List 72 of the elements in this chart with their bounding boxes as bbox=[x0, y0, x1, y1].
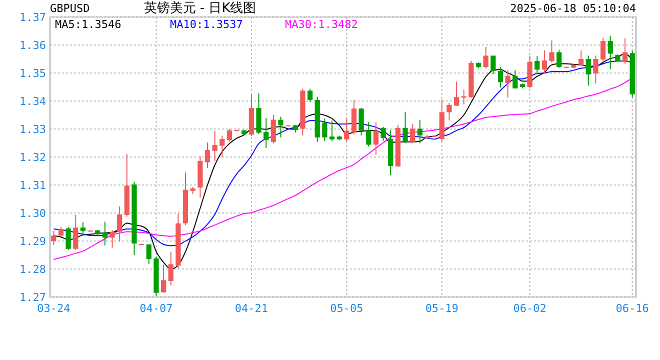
candlestick bbox=[168, 251, 174, 286]
x-tick-label: 06-16 bbox=[616, 302, 649, 315]
candlestick bbox=[212, 130, 218, 162]
candlestick bbox=[380, 126, 386, 142]
candlestick bbox=[490, 55, 496, 75]
candlestick bbox=[160, 264, 166, 294]
y-tick-label: 1.29 bbox=[20, 234, 46, 248]
candlestick bbox=[80, 222, 86, 236]
candlestick bbox=[220, 135, 225, 158]
candlestick bbox=[329, 120, 335, 142]
y-tick-label: 1.37 bbox=[20, 10, 46, 24]
candlestick bbox=[73, 214, 78, 250]
text: MA5:1.3546 bbox=[55, 18, 122, 31]
y-tick-label: 1.34 bbox=[20, 94, 46, 108]
candlestick bbox=[483, 46, 488, 69]
candlestick bbox=[402, 111, 408, 144]
x-tick-label: 06-02 bbox=[513, 302, 546, 315]
candlestick bbox=[270, 114, 276, 144]
candlestick bbox=[117, 206, 122, 242]
y-tick-label: 1.35 bbox=[20, 66, 46, 80]
text: MA10:1.3537 bbox=[170, 18, 243, 31]
text: MA30:1.3482 bbox=[285, 18, 358, 31]
line-series bbox=[53, 78, 633, 260]
candlestick bbox=[51, 230, 56, 246]
candlestick bbox=[66, 226, 71, 250]
y-tick-label: 1.36 bbox=[20, 38, 46, 52]
text: 2025-06-18 05:10:04 bbox=[510, 2, 636, 15]
y-tick-label: 1.27 bbox=[20, 290, 46, 304]
candlestick bbox=[549, 40, 554, 63]
candlestick bbox=[505, 70, 510, 98]
x-tick-label: 04-07 bbox=[140, 302, 173, 315]
candlestick bbox=[417, 120, 422, 144]
candlestick bbox=[622, 38, 628, 64]
candlestick bbox=[534, 56, 540, 74]
candlestick bbox=[146, 244, 152, 264]
candlestick bbox=[226, 128, 232, 142]
candlestick bbox=[556, 49, 562, 68]
candlestick bbox=[110, 230, 115, 248]
candlestick bbox=[446, 102, 452, 121]
candlestick bbox=[498, 66, 504, 88]
candlestick bbox=[593, 55, 598, 84]
candlestick bbox=[512, 70, 518, 89]
candlestick bbox=[586, 55, 591, 86]
candlestick bbox=[58, 226, 64, 238]
candlestick bbox=[454, 81, 460, 106]
x-tick-label: 05-19 bbox=[425, 302, 458, 315]
candlestick bbox=[204, 142, 210, 169]
candlestick bbox=[461, 89, 466, 105]
y-tick-label: 1.31 bbox=[20, 178, 46, 192]
candlestick bbox=[608, 35, 613, 70]
candlestick bbox=[542, 50, 547, 74]
candlestick bbox=[373, 122, 379, 156]
candlestick bbox=[366, 122, 372, 148]
candlestick bbox=[278, 116, 284, 138]
candlestick bbox=[344, 118, 350, 142]
candlestick bbox=[600, 37, 606, 62]
chart-title: 英镑美元 - 日K线图 bbox=[144, 0, 256, 16]
y-tick-label: 1.28 bbox=[20, 262, 46, 276]
y-tick-label: 1.33 bbox=[20, 122, 46, 136]
candlestick bbox=[102, 221, 108, 246]
candlestick bbox=[410, 123, 416, 144]
y-tick-label: 1.30 bbox=[20, 206, 46, 220]
x-tick-label: 04-21 bbox=[234, 302, 268, 315]
candlestick bbox=[358, 108, 364, 136]
chart-subtitle: GBPUSD bbox=[50, 2, 90, 15]
candlestick bbox=[322, 118, 328, 142]
y-tick-label: 1.32 bbox=[20, 150, 46, 164]
x-tick-label: 03-24 bbox=[37, 302, 71, 315]
candlestick bbox=[578, 50, 584, 67]
candlestick bbox=[264, 118, 269, 149]
candlestick bbox=[307, 88, 313, 103]
x-tick-label: 05-05 bbox=[330, 302, 364, 315]
